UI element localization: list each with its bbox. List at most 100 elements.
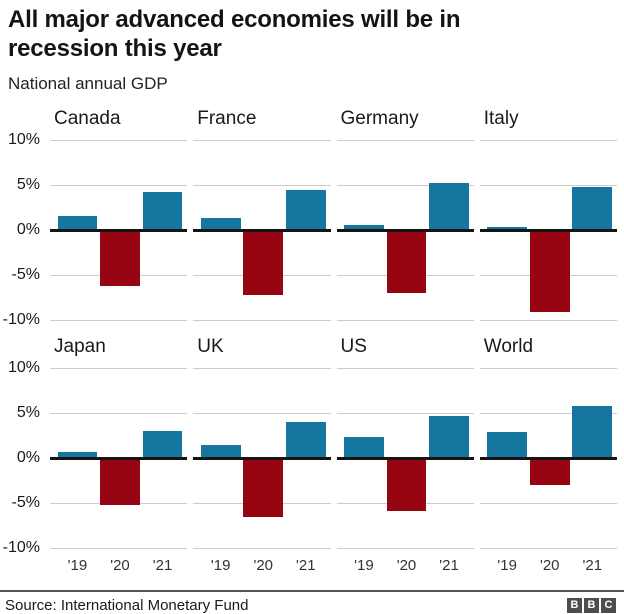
bar-us-21 — [429, 415, 469, 458]
chart-panel-canada: Canada — [50, 108, 188, 321]
gridline — [479, 413, 617, 414]
gridline — [479, 140, 617, 141]
plot-area-germany — [336, 140, 474, 321]
gridline — [479, 185, 617, 186]
bbc-logo-block-c: C — [601, 598, 616, 613]
panel-title-germany: Germany — [340, 108, 419, 129]
gridline — [479, 320, 617, 321]
gridline — [479, 548, 617, 549]
x-tick-label: '19 — [210, 557, 231, 574]
bar-japan-21 — [142, 431, 183, 458]
x-tick-label: '20 — [396, 557, 417, 574]
zero-axis-line — [193, 228, 331, 232]
bar-italy-21 — [572, 186, 613, 230]
bar-germany-20 — [386, 230, 427, 293]
x-tick-label: '20 — [253, 557, 274, 574]
y-tick-label: 10% — [7, 131, 40, 148]
bar-france-20 — [243, 230, 284, 295]
bar-japan-19 — [57, 451, 98, 458]
y-axis-labels: 10% 5% 0% -5% -10% — [0, 359, 44, 556]
zero-axis-line — [193, 456, 331, 460]
gridline — [479, 368, 617, 369]
bar-germany-21 — [429, 183, 469, 230]
gridline — [50, 413, 188, 414]
zero-axis-line — [479, 456, 617, 460]
bar-uk-19 — [200, 445, 241, 458]
x-tick-label: '21 — [152, 557, 173, 574]
gridline — [50, 548, 188, 549]
gridline — [193, 368, 331, 369]
gridline — [336, 548, 474, 549]
gridline — [336, 320, 474, 321]
x-tick-label: '19 — [67, 557, 88, 574]
chart-panel-japan: Japan '19 '20 '21 — [50, 336, 188, 578]
chart-panel-germany: Germany — [336, 108, 474, 321]
bar-canada-20 — [100, 230, 140, 286]
bar-france-21 — [285, 189, 326, 230]
bar-world-19 — [487, 431, 528, 458]
gridline — [479, 503, 617, 504]
plot-area-italy — [479, 140, 617, 321]
zero-axis-line — [479, 228, 617, 232]
chart-header: All major advanced economies will be in … — [0, 0, 624, 94]
bar-world-20 — [529, 458, 570, 485]
chart-panel-uk: UK '19 '20 '21 — [193, 336, 331, 578]
bar-japan-20 — [100, 458, 140, 505]
chart-subtitle: National annual GDP — [8, 74, 168, 93]
panel-title-uk: UK — [197, 336, 224, 357]
x-tick-label: '20 — [110, 557, 130, 574]
y-tick-label: 0% — [16, 221, 40, 238]
y-axis-labels: 10% 5% 0% -5% -10% — [0, 131, 44, 328]
x-tick-label: '21 — [439, 557, 459, 574]
source-text: Source: International Monetary Fund — [5, 597, 249, 614]
chart-panel-us: US '19 '20 '21 — [336, 336, 474, 578]
bar-canada-19 — [57, 215, 98, 230]
panel-title-canada: Canada — [54, 108, 121, 129]
gridline — [193, 320, 331, 321]
chart-panel-italy: Italy — [479, 108, 617, 321]
bar-uk-20 — [243, 458, 284, 517]
y-tick-label: 5% — [16, 404, 40, 421]
panel-title-italy: Italy — [483, 108, 519, 129]
y-tick-label: 5% — [16, 176, 40, 193]
x-axis-labels: '19 '20 '21 — [337, 554, 474, 578]
zero-axis-line — [336, 456, 474, 460]
page-title: All major advanced economies will be in … — [8, 6, 461, 62]
y-axis-top: 10% 5% 0% -5% -10% — [0, 108, 44, 328]
bbc-logo-block-b1: B — [567, 598, 582, 613]
gridline — [336, 185, 474, 186]
x-tick-label: '21 — [582, 557, 603, 574]
plot-area-canada — [50, 140, 188, 321]
y-axis-bottom: 10% 5% 0% -5% -10% — [0, 336, 44, 578]
chart-panel-france: France — [193, 108, 331, 321]
gridline — [193, 140, 331, 141]
chart-row-top: 10% 5% 0% -5% -10% Canada France Germany Italy — [0, 108, 624, 328]
zero-axis-line — [336, 228, 474, 232]
bar-world-21 — [572, 405, 613, 458]
gridline — [336, 413, 474, 414]
chart-panel-world: World '19 '20 '21 — [479, 336, 617, 578]
plot-area-us — [336, 368, 474, 549]
bbc-logo-block-b2: B — [584, 598, 599, 613]
x-axis-labels: '19 '20 '21 — [50, 554, 187, 578]
gridline — [193, 185, 331, 186]
panel-title-japan: Japan — [54, 336, 106, 357]
gridline — [50, 185, 188, 186]
bbc-logo: B B C — [567, 598, 616, 613]
panel-title-france: France — [197, 108, 257, 129]
x-axis-labels: '19 '20 '21 — [480, 554, 617, 578]
y-tick-label: -5% — [11, 494, 40, 511]
x-tick-label: '20 — [539, 557, 560, 574]
y-tick-label: -10% — [2, 311, 40, 328]
bar-france-19 — [200, 218, 241, 230]
zero-axis-line — [50, 228, 188, 232]
footer: Source: International Monetary Fund B B … — [0, 590, 624, 614]
plot-area-france — [193, 140, 331, 321]
gridline — [50, 320, 188, 321]
plot-area-uk — [193, 368, 331, 549]
gridline — [50, 140, 188, 141]
gridline — [50, 368, 188, 369]
bar-canada-21 — [142, 192, 183, 230]
plot-area-world — [479, 368, 617, 549]
y-tick-label: 10% — [7, 359, 40, 376]
